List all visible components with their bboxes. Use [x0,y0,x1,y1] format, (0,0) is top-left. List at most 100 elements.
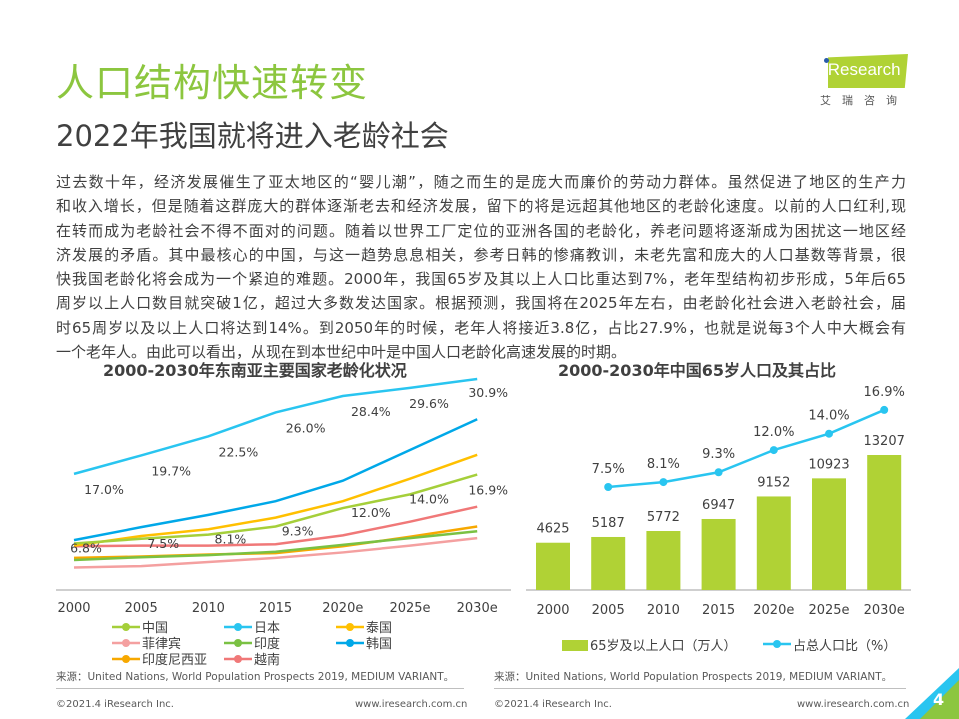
data-label: 28.4% [351,404,391,419]
bar-value-label: 4625 [536,522,569,537]
x-tick-label: 2000 [536,603,569,618]
page-subtitle: 2022年我国就将进入老龄社会 [56,119,449,153]
legend-label: 占总人口比（%） [793,639,896,654]
bar-value-label: 5772 [647,510,680,525]
body-paragraph: 过去数十年，经济发展催生了亚太地区的“婴儿潮”，随之而生的是庞大而廉价的劳动力群… [56,170,906,364]
bar [646,530,681,590]
data-label: 19.7% [151,463,191,478]
legend-marker [234,655,242,663]
data-label: 22.5% [219,444,259,459]
left-source: 来源：United Nations, World Population Pros… [56,671,455,683]
series-line-泰国 [73,453,478,547]
share-point [714,468,723,477]
paragraph-line: 和收入增长，但是随着这群庞大的群体逐渐老去和经济发展，留下的将是远超其他地区的老… [56,197,906,216]
share-point [604,483,613,491]
legend-marker [234,639,242,647]
bar [591,536,626,590]
x-tick-label: 2030e [864,603,905,618]
data-label: 17.0% [84,482,124,497]
paragraph-line: 快我国老龄化将会成为一个紧迫的难题。2000年，我国65岁及其以上人口比重达到7… [56,270,906,289]
series-line-印度 [73,530,478,562]
x-tick-label: 2025e [808,603,849,618]
right-chart-title: 2000-2030年中国65岁人口及其占比 [558,361,836,380]
bar-value-label: 10923 [808,457,849,472]
bar [812,478,846,590]
legend-marker [122,623,130,631]
x-tick-label: 2010 [192,601,225,616]
x-tick-label: 2000 [57,601,90,616]
legend-label: 菲律宾 [142,636,181,652]
x-tick-label: 2025e [389,601,430,616]
x-tick-label: 2020e [753,603,794,618]
footer-copyright: ©2021.4 iResearch Inc. [56,699,174,710]
legend-label: 65岁及以上人口（万人） [590,639,737,654]
legend-marker [346,623,354,631]
paragraph-line: 济发展的矛盾。其中最核心的中国，与这一趋势息息相关，参考日韩的惨痛教训，未老先富… [56,245,906,264]
series-line-中国 [73,473,478,545]
x-tick-label: 2010 [647,603,680,618]
data-label: 9.3% [282,523,314,538]
paragraph-line: 一个老年人。由此可以看出，从现在到本世纪中叶是中国人口老龄化高速发展的时期。 [56,343,627,362]
series-line-菲律宾 [73,536,478,569]
data-label: 16.9% [468,483,508,498]
x-tick-label: 2020e [322,601,363,616]
data-label: 26.0% [286,420,326,435]
x-tick-label: 2005 [125,601,158,616]
page-title: 人口结构快速转变 [56,61,369,105]
x-tick-label: 2030e [457,601,498,616]
share-label: 12.0% [753,425,794,440]
legend-marker [234,623,242,631]
legend-label: 中国 [142,621,168,636]
share-line [608,408,885,489]
bar-value-label: 9152 [757,475,790,490]
series-line-韩国 [73,418,478,542]
legend-label: 印度 [254,636,280,652]
share-label: 7.5% [592,462,625,477]
series-line-印度尼西亚 [73,525,478,560]
footer-url[interactable]: www.iresearch.com.cn [797,699,910,710]
series-line-越南 [73,505,478,548]
bar-value-label: 13207 [864,434,905,449]
share-label: 16.9% [864,385,905,400]
bar-value-label: 5187 [592,516,625,531]
legend-label: 印度尼西亚 [142,652,207,668]
footer-url[interactable]: www.iresearch.com.cn [355,699,468,710]
series-line-日本 [73,377,478,476]
footer-copyright: ©2021.4 iResearch Inc. [494,699,612,710]
data-label: 8.1% [215,532,247,547]
footer-divider [494,688,906,689]
bar [867,455,902,590]
legend-marker [122,639,130,647]
logo-brand: iResearch [824,60,901,79]
paragraph-line: 在转而成为老龄社会不得不面对的问题。随着以世界工厂定位的亚洲各国的老龄化，养老问… [56,221,906,240]
legend-marker [346,639,354,647]
data-label: 29.6% [409,396,449,411]
x-tick-label: 2015 [259,601,292,616]
x-tick-label: 2005 [592,603,625,618]
paragraph-line: 周岁以上人口数目就突破1亿，超过大多数发达国家。根据预测，我国将在2025年左右… [56,294,906,313]
data-label: 6.8% [70,541,102,556]
legend-marker [773,640,781,648]
legend-bar-swatch [562,640,588,651]
paragraph-line: 过去数十年，经济发展催生了亚太地区的“婴儿潮”，随之而生的是庞大而廉价的劳动力群… [56,173,906,191]
data-label: 14.0% [409,491,449,506]
paragraph-line: 时65周岁以及以上人口将达到14%。到2050年的时候，老年人将接近3.8亿，占… [56,318,906,337]
footer-divider [56,688,464,689]
share-point [769,446,778,455]
share-point [825,429,833,438]
page-number: 4 [933,690,945,709]
share-point [659,478,668,487]
share-label: 14.0% [808,409,849,424]
share-point [880,405,889,414]
bar [756,496,791,590]
data-label: 12.0% [351,505,391,520]
legend-marker [122,655,130,663]
bar-value-label: 6947 [702,498,735,513]
legend-label: 日本 [254,621,280,636]
legend-label: 韩国 [366,637,392,652]
x-tick-label: 2015 [702,603,735,618]
left-chart-title: 2000-2030年东南亚主要国家老龄化状况 [103,361,407,380]
data-label: 30.9% [468,385,508,400]
bar [536,542,570,590]
